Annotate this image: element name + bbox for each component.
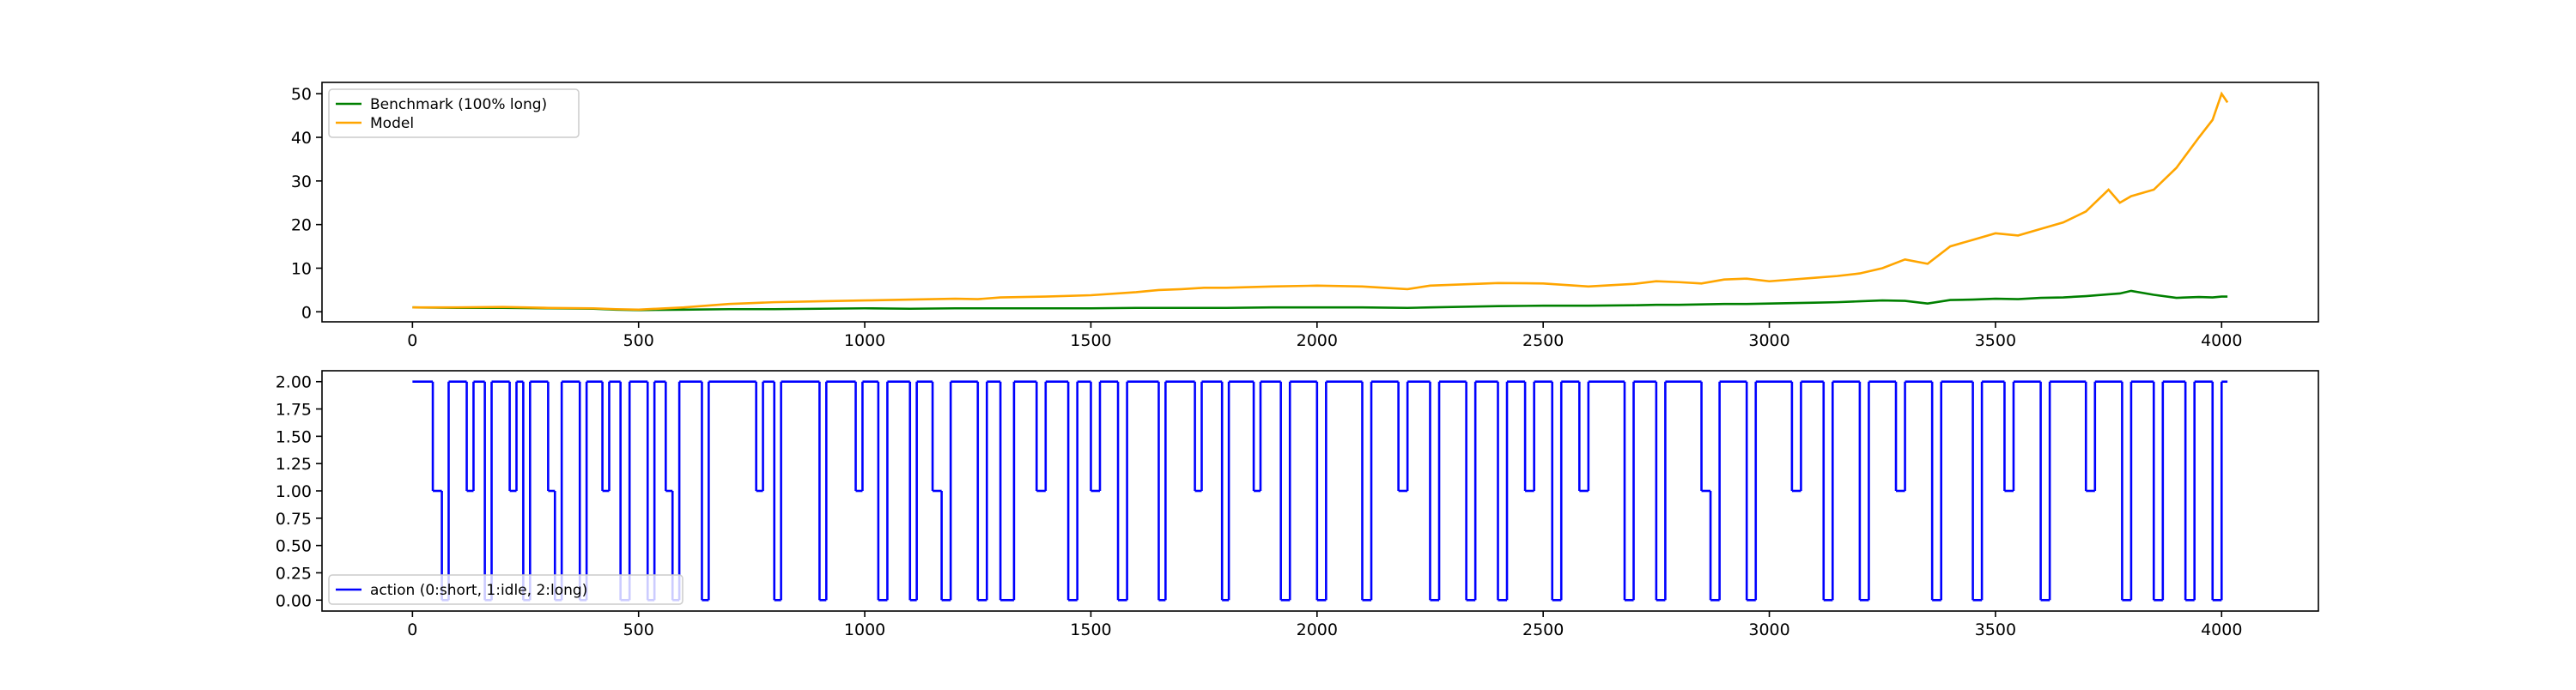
x-tick-label: 2500 <box>1522 620 1564 639</box>
x-tick-label: 1000 <box>844 620 885 639</box>
data-line <box>412 91 2229 312</box>
x-tick-label: 2500 <box>1522 331 1564 350</box>
x-tick-label: 500 <box>623 331 654 350</box>
x-tick-label: 2000 <box>1297 620 1338 639</box>
x-tick-label: 2000 <box>1297 331 1338 350</box>
x-tick-label: 4000 <box>2201 331 2242 350</box>
x-tick-label: 4000 <box>2201 620 2242 639</box>
x-tick-label: 3500 <box>1975 620 2016 639</box>
y-tick-label: 0.25 <box>276 564 312 583</box>
plot-area <box>412 380 2228 602</box>
y-tick-label: 1.25 <box>276 455 312 474</box>
y-tick-label: 10 <box>291 259 312 278</box>
x-tick-label: 0 <box>407 331 417 350</box>
legend-label: action (0:short, 1:idle, 2:long) <box>370 582 587 599</box>
x-tick-label: 1500 <box>1070 331 1111 350</box>
x-tick-label: 1000 <box>844 331 885 350</box>
x-tick-label: 500 <box>623 620 654 639</box>
y-tick-label: 0.50 <box>276 537 312 556</box>
y-tick-label: 1.00 <box>276 482 312 501</box>
y-tick-label: 2.00 <box>276 373 312 392</box>
axes-frame <box>321 82 2319 323</box>
plot-area <box>412 91 2229 312</box>
legend-frame <box>328 574 683 605</box>
y-tick-label: 40 <box>291 129 312 148</box>
x-tick-label: 1500 <box>1070 620 1111 639</box>
y-tick-label: 30 <box>291 172 312 191</box>
x-tick-label: 3000 <box>1748 331 1789 350</box>
y-tick-label: 0.00 <box>276 591 312 610</box>
y-tick-label: 20 <box>291 216 312 235</box>
x-tick-label: 3000 <box>1748 620 1789 639</box>
y-tick-label: 0 <box>301 303 312 322</box>
legend-label: Benchmark (100% long) <box>370 96 547 113</box>
x-tick-label: 3500 <box>1975 331 2016 350</box>
legend-label: Model <box>370 115 414 132</box>
y-tick-label: 1.50 <box>276 427 312 446</box>
legend-frame <box>328 88 580 138</box>
y-tick-label: 50 <box>291 85 312 104</box>
x-tick-label: 0 <box>407 620 417 639</box>
data-line <box>412 289 2228 312</box>
y-tick-label: 0.75 <box>276 510 312 529</box>
y-tick-label: 1.75 <box>276 401 312 420</box>
